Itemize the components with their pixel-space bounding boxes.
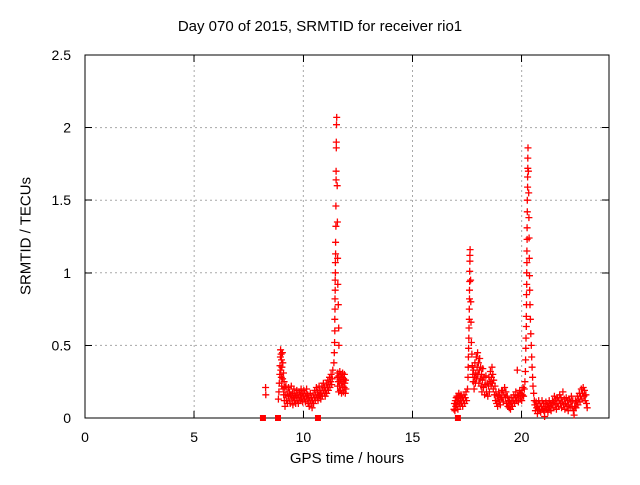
x-tick-label: 5 [190,429,198,445]
zero-markers [259,415,461,421]
x-axis-label: GPS time / hours [289,450,405,467]
y-axis-label: SRMTID / TECUs [17,176,35,296]
data-points [262,113,591,420]
y-tick-label: 0 [63,410,71,426]
x-tick-label: 20 [514,429,530,445]
y-tick-label: 1.5 [52,192,72,208]
y-tick-label: 0.5 [52,337,72,353]
y-tick-labels: 0 0.5 1 1.5 2 2.5 [52,47,72,426]
x-tick-label: 15 [405,429,421,445]
axis-border [84,54,610,419]
tick-marks [84,54,609,419]
zero-cluster-marker [454,415,461,421]
zero-cluster-marker [314,415,321,421]
x-tick-labels: 0 5 10 15 20 [81,429,530,445]
x-tick-label: 0 [81,429,89,445]
y-tick-label: 2 [63,120,71,136]
zero-cluster-marker [275,415,282,421]
chart-title: Day 070 of 2015, SRMTID for receiver rio… [177,18,463,35]
y-tick-label: 2.5 [52,47,72,63]
y-tick-label: 1 [63,265,71,281]
x-tick-label: 10 [296,429,312,445]
zero-cluster-marker [259,415,266,421]
gridlines [85,55,609,418]
